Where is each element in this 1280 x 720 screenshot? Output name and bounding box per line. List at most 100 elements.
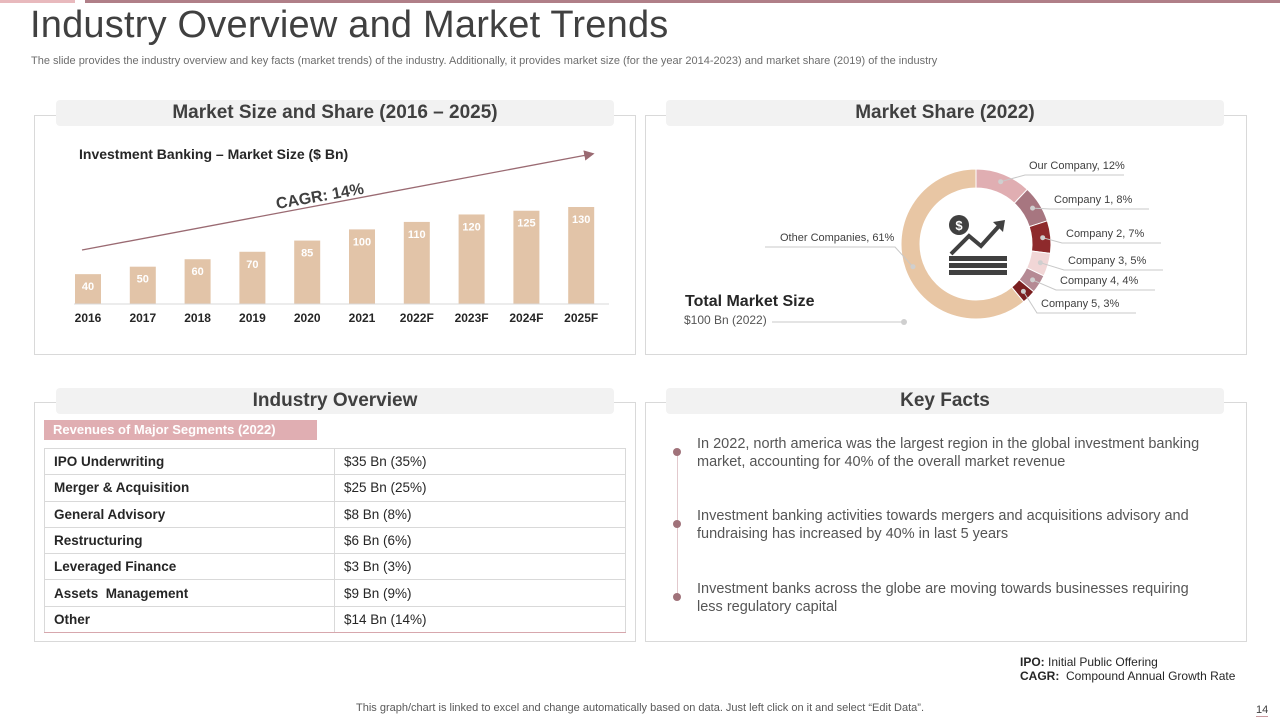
- segment-name: Other: [44, 605, 335, 634]
- table-row: IPO Underwriting $35 Bn (35%): [44, 447, 626, 476]
- segments-table-header: Revenues of Major Segments (2022): [44, 420, 317, 440]
- donut-slice-label: Company 4, 4%: [1060, 275, 1138, 287]
- x-tick-label: 2019: [239, 311, 266, 325]
- donut-leader-line: [1022, 291, 1136, 314]
- table-row: Other $14 Bn (14%): [44, 605, 626, 634]
- key-fact-bullet: [673, 520, 681, 528]
- donut-slice-label: Other Companies, 61%: [780, 232, 895, 244]
- segment-value: $6 Bn (6%): [334, 526, 626, 555]
- segment-value: $8 Bn (8%): [334, 500, 626, 528]
- key-fact-item: Investment banks across the globe are mo…: [697, 581, 1189, 615]
- donut-leader-dot: [998, 179, 1004, 185]
- bar-2022F: [403, 221, 430, 304]
- bar-2020: [294, 240, 321, 304]
- segment-value: $9 Bn (9%): [334, 579, 626, 607]
- bar-2019: [239, 251, 266, 304]
- donut-slice-label: Company 5, 3%: [1041, 298, 1119, 310]
- x-tick-label: 2017: [129, 311, 156, 325]
- segment-name: General Advisory: [44, 500, 335, 528]
- abbreviation-cagr: CAGR: Compound Annual Growth Rate: [1020, 669, 1235, 683]
- segment-name: IPO Underwriting: [44, 447, 335, 476]
- donut-leader-line: [765, 246, 914, 268]
- bar-value-label: 40: [82, 281, 94, 293]
- bar-value-label: 130: [572, 214, 590, 226]
- bar-value-label: 50: [137, 274, 149, 286]
- segment-name: Assets Management: [44, 579, 335, 607]
- cagr-label: CAGR: 14%: [275, 181, 366, 213]
- footer-note: This graph/chart is linked to excel and …: [0, 702, 1280, 714]
- total-market-leader-line: [772, 319, 907, 325]
- donut-leader-dot: [1037, 260, 1043, 266]
- table-row: Leveraged Finance $3 Bn (3%): [44, 553, 626, 581]
- key-fact-bullet: [673, 593, 681, 601]
- donut-slice-label: Company 1, 8%: [1054, 194, 1132, 206]
- donut-slice: [1028, 220, 1052, 254]
- donut-leader-line: [1000, 174, 1124, 183]
- bar-value-label: 100: [353, 236, 371, 248]
- donut-slice-label: Company 3, 5%: [1068, 255, 1146, 267]
- svg-text:$: $: [955, 218, 963, 233]
- x-tick-label: 2021: [349, 311, 376, 325]
- industry-overview-heading: Industry Overview: [56, 388, 614, 414]
- donut-leader-dot: [1030, 277, 1036, 283]
- x-tick-label: 2023F: [455, 311, 489, 325]
- market-share-donut-chart: Our Company, 12% Company 1, 8% Company 2, …: [765, 160, 1163, 320]
- segment-value: $3 Bn (3%): [334, 553, 626, 581]
- segments-table: IPO Underwriting $35 Bn (35%) Merger & Ac…: [44, 447, 626, 634]
- bar-value-label: 85: [301, 248, 313, 260]
- bar-value-label: 70: [246, 259, 258, 271]
- bar-value-label: 60: [191, 266, 203, 278]
- total-market-size-value: $100 Bn (2022): [684, 313, 767, 327]
- key-fact-item: In 2022, north america was the largest r…: [697, 436, 1200, 470]
- donut-leader-dot: [910, 264, 916, 270]
- donut-slice-label: Our Company, 12%: [1029, 160, 1125, 172]
- bar-value-label: 125: [517, 218, 535, 230]
- segment-name: Merger & Acquisition: [44, 474, 335, 502]
- money-growth-icon: $: [949, 215, 1007, 275]
- segment-name: Restructuring: [44, 526, 335, 555]
- bar-2021: [349, 229, 375, 304]
- table-row: Merger & Acquisition $25 Bn (25%): [44, 474, 626, 502]
- bar-2025F: [568, 207, 595, 304]
- table-row: Restructuring $6 Bn (6%): [44, 526, 626, 555]
- segment-value: $14 Bn (14%): [334, 605, 626, 634]
- bar-2016: [75, 274, 101, 304]
- top-accent-line: [0, 0, 75, 3]
- market-size-bar-chart: 40 2016 50 2017 60 2018 70 2019 85 2020 100 2021 110…: [74, 150, 609, 325]
- segment-name: Leveraged Finance: [44, 553, 335, 581]
- x-tick-label: 2016: [75, 311, 102, 325]
- bar-value-label: 120: [462, 221, 480, 233]
- total-market-size-label: Total Market Size: [685, 293, 815, 310]
- bar-2018: [184, 259, 211, 304]
- bar-2017: [129, 266, 156, 304]
- bar-value-label: 110: [408, 229, 426, 241]
- bar-chart-title: Investment Banking – Market Size ($ Bn): [79, 146, 349, 162]
- x-tick-label: 2024F: [509, 311, 543, 325]
- donut-leader-dot: [1020, 288, 1026, 294]
- segment-value: $35 Bn (35%): [334, 447, 626, 476]
- abbreviation-ipo: IPO: Initial Public Offering: [1020, 655, 1158, 669]
- donut-leader-line: [1042, 237, 1161, 244]
- page-number: 14: [1256, 704, 1269, 717]
- donut-slice: [900, 168, 1025, 320]
- segment-value: $25 Bn (25%): [334, 474, 626, 502]
- x-tick-label: 2020: [294, 311, 321, 325]
- page-subtitle: The slide provides the industry overview…: [31, 55, 938, 67]
- donut-leader-line: [1032, 207, 1149, 210]
- cagr-trend-arrow: [81, 150, 595, 251]
- abbreviation-meaning: Compound Annual Growth Rate: [1066, 669, 1236, 683]
- donut-leader-line: [1032, 279, 1155, 291]
- table-row: General Advisory $8 Bn (8%): [44, 500, 626, 528]
- market-share-panel: [645, 115, 1247, 355]
- x-tick-label: 2022F: [400, 311, 434, 325]
- key-fact-bullet: [673, 448, 681, 456]
- abbreviation-meaning: Initial Public Offering: [1048, 655, 1158, 669]
- x-tick-label: 2018: [184, 311, 211, 325]
- key-facts-heading: Key Facts: [666, 388, 1224, 414]
- key-fact-item: Investment banking activities towards me…: [697, 508, 1189, 542]
- donut-slice-label: Company 2, 7%: [1066, 228, 1144, 240]
- table-row: Assets Management $9 Bn (9%): [44, 579, 626, 607]
- donut-leader-dot: [1030, 205, 1036, 211]
- market-share-heading: Market Share (2022): [666, 100, 1224, 126]
- x-tick-label: 2025F: [564, 311, 598, 325]
